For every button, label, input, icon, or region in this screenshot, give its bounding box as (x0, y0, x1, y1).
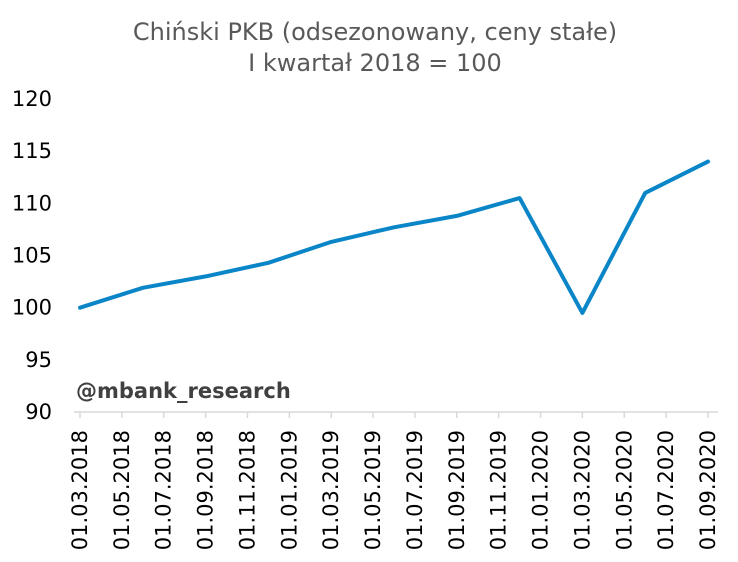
x-tick-label: 01.09.2018 (194, 430, 218, 550)
x-tick-label: 01.09.2019 (445, 430, 469, 550)
series-line (78, 159, 710, 315)
x-tick-label: 01.07.2019 (403, 430, 427, 550)
x-tick-label: 01.11.2019 (487, 430, 511, 550)
x-tick-label: 01.05.2020 (612, 430, 636, 550)
x-tick-label: 01.01.2019 (277, 430, 301, 550)
y-tick-label: 115 (12, 139, 52, 163)
series-layer (78, 159, 710, 315)
x-tick-label: 01.03.2018 (68, 430, 92, 550)
chart-title: Chiński PKB (odsezonowany, ceny stałe) (133, 18, 617, 46)
y-axis-ticks: 90 95 100 105 110 115 120 (12, 87, 52, 424)
y-tick-label: 120 (12, 87, 52, 111)
x-tick-label: 01.05.2019 (361, 430, 385, 550)
x-tick-label: 01.11.2018 (235, 430, 259, 550)
y-tick-label: 105 (12, 244, 52, 268)
x-tick-label: 01.09.2020 (696, 430, 720, 550)
y-tick-label: 100 (12, 296, 52, 320)
x-tick-label: 01.03.2019 (319, 430, 343, 550)
x-tick-label: 01.07.2020 (654, 430, 678, 550)
x-tick-label: 01.03.2020 (570, 430, 594, 550)
y-tick-label: 95 (25, 348, 52, 372)
y-tick-label: 110 (12, 191, 52, 215)
x-tick-label: 01.05.2018 (110, 430, 134, 550)
y-tick-label: 90 (25, 400, 52, 424)
watermark-annotation: @mbank_research (76, 379, 291, 403)
chart-subtitle: I kwartał 2018 = 100 (248, 49, 502, 77)
x-tick-label: 01.01.2020 (529, 430, 553, 550)
x-axis-ticks: 01.03.2018 01.05.2018 01.07.2018 01.09.2018… (68, 412, 720, 550)
x-tick-label: 01.07.2018 (152, 430, 176, 550)
